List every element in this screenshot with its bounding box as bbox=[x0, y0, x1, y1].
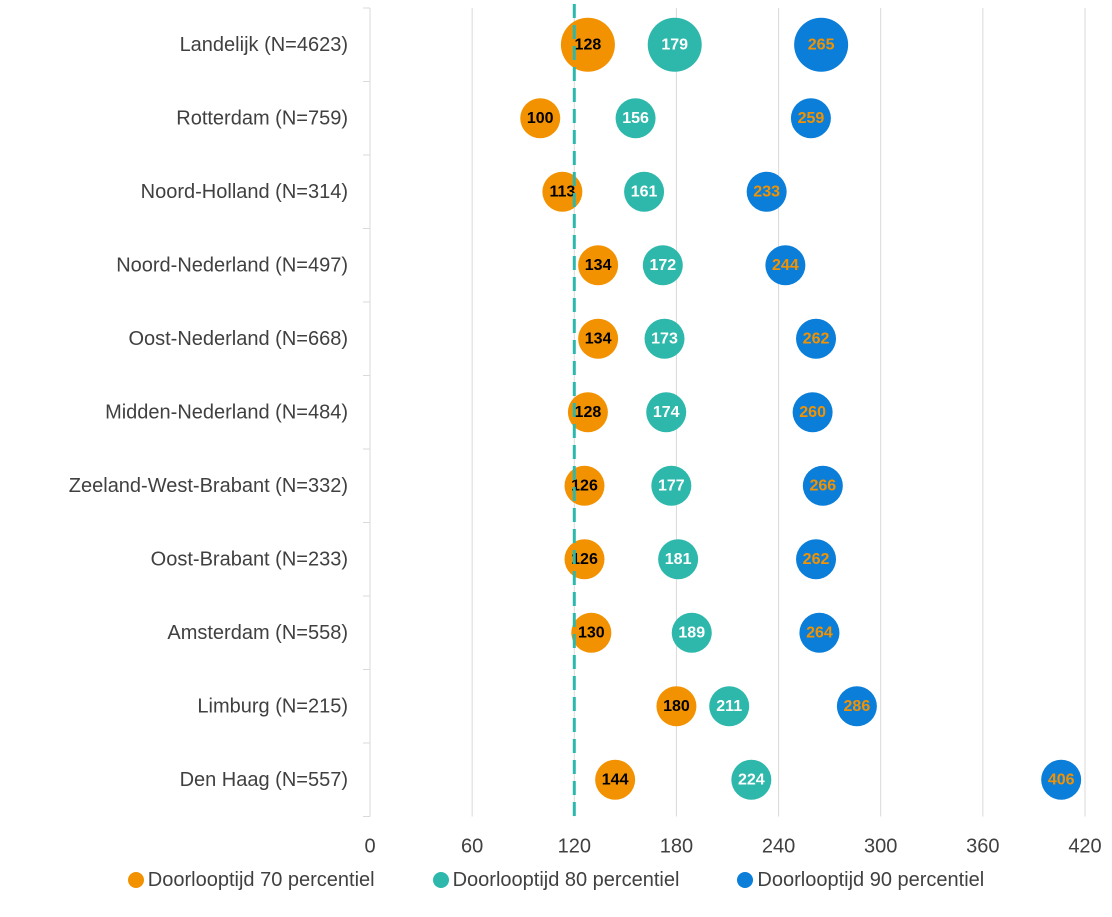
category-label: Oost-Nederland (N=668) bbox=[128, 328, 348, 350]
data-label: 266 bbox=[809, 477, 836, 494]
data-label: 286 bbox=[844, 698, 871, 715]
category-label: Amsterdam (N=558) bbox=[167, 622, 348, 644]
data-label: 265 bbox=[808, 36, 835, 53]
data-point bbox=[647, 17, 702, 72]
data-label: 161 bbox=[631, 183, 658, 200]
legend-marker-70-icon bbox=[127, 872, 144, 888]
data-label: 244 bbox=[772, 257, 799, 274]
data-label: 180 bbox=[663, 698, 690, 715]
data-point bbox=[790, 98, 831, 139]
legend-marker-80-icon bbox=[432, 872, 449, 888]
data-label: 260 bbox=[799, 404, 826, 421]
data-label: 173 bbox=[651, 330, 678, 347]
data-label: 189 bbox=[678, 624, 705, 641]
data-label: 262 bbox=[803, 551, 830, 568]
data-label: 113 bbox=[549, 183, 575, 200]
data-label: 233 bbox=[753, 183, 780, 200]
data-point bbox=[542, 171, 583, 212]
data-label: 126 bbox=[571, 551, 598, 568]
data-label: 211 bbox=[716, 698, 742, 715]
data-point bbox=[796, 318, 837, 359]
x-tick-label: 0 bbox=[364, 836, 375, 858]
data-point bbox=[571, 612, 612, 653]
data-point bbox=[615, 98, 656, 139]
x-tick-label: 240 bbox=[762, 836, 795, 858]
category-label: Landelijk (N=4623) bbox=[180, 34, 348, 56]
data-point bbox=[792, 392, 833, 433]
data-label: 134 bbox=[585, 330, 612, 347]
x-tick-label: 300 bbox=[864, 836, 897, 858]
data-point bbox=[644, 318, 685, 359]
legend: Doorlooptijd 70 percentiel Doorlooptijd … bbox=[0, 862, 1112, 898]
category-label: Oost-Brabant (N=233) bbox=[151, 548, 348, 570]
data-point bbox=[765, 245, 806, 286]
data-label: 128 bbox=[575, 404, 602, 421]
category-label: Noord-Nederland (N=497) bbox=[116, 254, 348, 276]
data-point bbox=[836, 686, 877, 727]
data-point bbox=[709, 686, 750, 727]
data-point bbox=[671, 612, 712, 653]
legend-item-90: Doorlooptijd 90 percentiel bbox=[737, 869, 984, 892]
legend-item-70: Doorlooptijd 70 percentiel bbox=[127, 868, 375, 892]
data-point bbox=[520, 98, 561, 139]
data-point bbox=[651, 465, 692, 506]
data-point bbox=[746, 171, 787, 212]
data-point bbox=[1041, 759, 1082, 800]
data-point bbox=[656, 686, 697, 727]
x-tick-label: 180 bbox=[660, 836, 693, 858]
legend-item-80: Doorlooptijd 80 percentiel bbox=[432, 868, 680, 892]
data-label: 128 bbox=[575, 36, 602, 53]
data-label: 144 bbox=[602, 771, 629, 788]
data-point bbox=[658, 539, 699, 580]
legend-label-80: Doorlooptijd 80 percentiel bbox=[452, 868, 680, 891]
category-label: Zeeland-West-Brabant (N=332) bbox=[69, 475, 348, 497]
data-point bbox=[799, 612, 840, 653]
data-label: 130 bbox=[578, 624, 605, 641]
data-label: 177 bbox=[658, 477, 685, 494]
data-point bbox=[802, 465, 843, 506]
data-label: 224 bbox=[738, 771, 765, 788]
data-point bbox=[567, 392, 608, 433]
x-tick-label: 60 bbox=[461, 836, 483, 858]
data-label: 126 bbox=[571, 477, 598, 494]
data-point bbox=[624, 171, 665, 212]
data-point bbox=[646, 392, 687, 433]
x-tick-label: 360 bbox=[966, 836, 999, 858]
data-point bbox=[794, 17, 849, 72]
legend-label-90: Doorlooptijd 90 percentiel bbox=[757, 868, 985, 891]
data-point bbox=[578, 318, 619, 359]
data-point bbox=[595, 759, 636, 800]
category-label: Rotterdam (N=759) bbox=[176, 107, 348, 129]
data-label: 134 bbox=[585, 257, 612, 274]
legend-marker-90-icon bbox=[737, 872, 754, 888]
data-points: 128 100 113 134 134 128 126 126 130 180 144 179 156 1… bbox=[520, 17, 1082, 800]
data-point bbox=[578, 245, 619, 286]
data-point bbox=[564, 539, 605, 580]
legend-label-70: Doorlooptijd 70 percentiel bbox=[147, 868, 375, 891]
x-tick-label: 420 bbox=[1068, 836, 1101, 858]
data-label: 264 bbox=[806, 624, 833, 641]
data-label: 156 bbox=[622, 110, 649, 127]
category-labels: Landelijk (N=4623) Rotterdam (N=759) Noord… bbox=[69, 34, 348, 791]
category-label: Den Haag (N=557) bbox=[180, 769, 348, 791]
category-label: Noord-Holland (N=314) bbox=[141, 181, 348, 203]
data-point bbox=[642, 245, 683, 286]
data-label: 181 bbox=[665, 551, 692, 568]
dot-plot-chart: Landelijk (N=4623) Rotterdam (N=759) Noord… bbox=[69, 4, 1102, 858]
data-label: 262 bbox=[803, 330, 830, 347]
category-label: Limburg (N=215) bbox=[197, 695, 348, 717]
data-label: 179 bbox=[661, 36, 688, 53]
data-point bbox=[731, 759, 772, 800]
data-label: 174 bbox=[653, 404, 680, 421]
x-axis-tick-labels: 0 60 120 180 240 300 360 420 bbox=[364, 836, 1101, 858]
category-label: Midden-Nederland (N=484) bbox=[105, 401, 348, 423]
data-point bbox=[796, 539, 837, 580]
data-label: 259 bbox=[798, 110, 825, 127]
data-label: 172 bbox=[649, 257, 676, 274]
data-label: 406 bbox=[1048, 771, 1075, 788]
data-label: 100 bbox=[527, 110, 554, 127]
x-tick-label: 120 bbox=[558, 836, 591, 858]
